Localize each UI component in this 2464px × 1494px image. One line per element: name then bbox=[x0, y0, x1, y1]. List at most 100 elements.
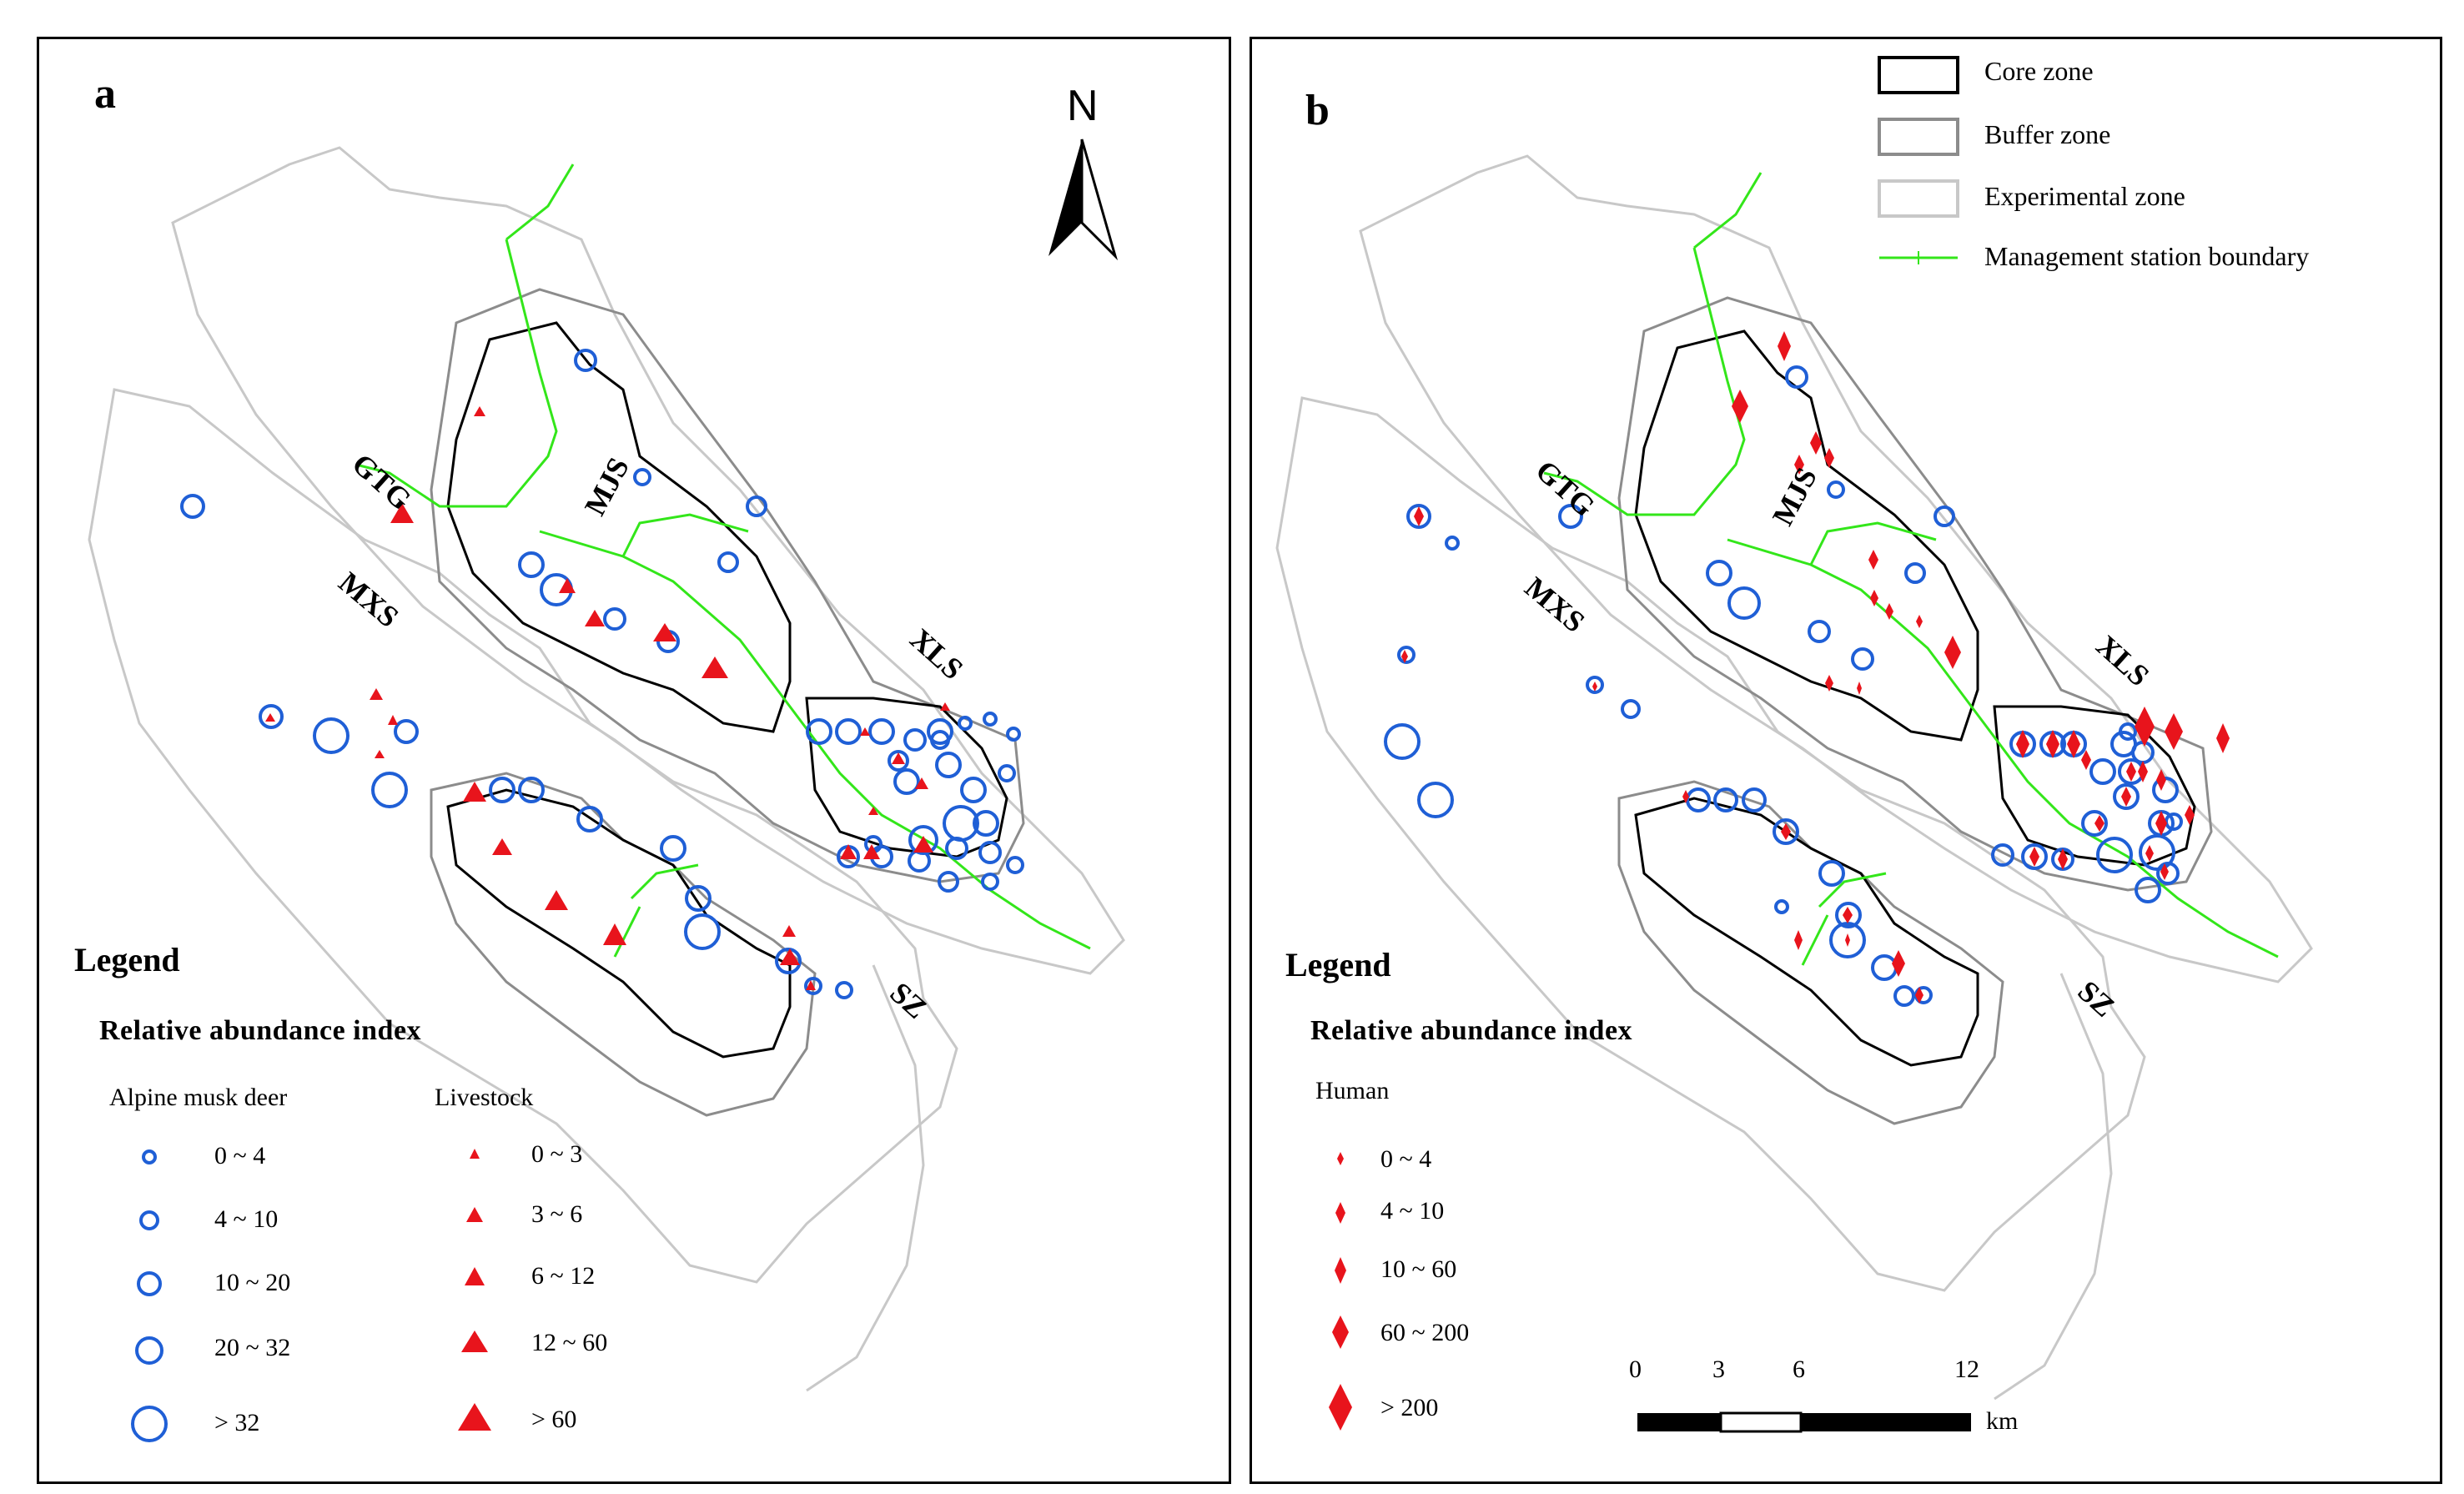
musk-deer-point bbox=[1742, 787, 1767, 812]
human-point bbox=[1944, 636, 1961, 669]
human-point bbox=[1870, 590, 1878, 606]
musk-deer-point bbox=[717, 551, 739, 573]
musk-deer-point bbox=[180, 494, 205, 519]
musk-deer-point bbox=[1384, 723, 1421, 760]
musk-deer-point bbox=[1713, 787, 1738, 812]
musk-deer-point bbox=[888, 750, 909, 772]
musk-deer-point bbox=[313, 717, 349, 754]
musk-deer-point bbox=[1818, 860, 1845, 887]
human-heading: Human bbox=[1315, 1077, 1390, 1104]
livestock-point bbox=[603, 923, 626, 945]
livestock-point bbox=[840, 844, 857, 859]
human-class: 4 ~ 10 bbox=[1380, 1197, 1445, 1225]
human-point bbox=[1794, 455, 1804, 475]
zone-legend-swatches bbox=[1878, 56, 1959, 264]
musk-deer-point bbox=[2156, 862, 2180, 885]
map-canvas-a bbox=[88, 138, 1125, 1442]
musk-deer-point bbox=[998, 764, 1016, 782]
experimental-zone-outline bbox=[88, 146, 1125, 1392]
musk-deer-class: 4 ~ 10 bbox=[214, 1205, 279, 1233]
musk-deer-point bbox=[868, 718, 895, 745]
musk-deer-point bbox=[775, 948, 802, 974]
musk-deer-point bbox=[574, 349, 597, 372]
musk-deer-class: 20 ~ 32 bbox=[214, 1334, 291, 1361]
livestock-legend-symbols bbox=[458, 1149, 491, 1431]
livestock-point bbox=[780, 948, 800, 965]
musk-deer-class: > 32 bbox=[214, 1409, 260, 1436]
human-point bbox=[2138, 761, 2148, 782]
musk-deer-point bbox=[835, 981, 853, 999]
musk-deer-point bbox=[1586, 676, 1604, 694]
musk-deer-point bbox=[973, 810, 999, 837]
human-point bbox=[1810, 431, 1822, 455]
human-class: > 200 bbox=[1380, 1394, 1439, 1421]
map-canvas-b bbox=[1275, 56, 2313, 1433]
human-point bbox=[1732, 390, 1748, 423]
musk-deer-point bbox=[1417, 782, 1454, 818]
musk-deer-point bbox=[2119, 722, 2137, 741]
livestock-point bbox=[492, 838, 512, 855]
musk-deer-point bbox=[1406, 504, 1431, 529]
panel-letter-b: b bbox=[1305, 87, 1330, 134]
musk-deer-point bbox=[685, 885, 712, 912]
musk-deer-point bbox=[1835, 902, 1862, 928]
musk-deer-point bbox=[893, 768, 920, 795]
buffer-zone-outline bbox=[430, 288, 1025, 1117]
musk-deer-point bbox=[1808, 620, 1831, 643]
musk-deer-point bbox=[981, 873, 999, 891]
musk-deer-point bbox=[1827, 480, 1845, 499]
human-point bbox=[1682, 790, 1689, 803]
musk-deer-point bbox=[633, 468, 651, 486]
musk-deer-point bbox=[935, 752, 962, 778]
musk-deer-point bbox=[518, 777, 545, 803]
musk-deer-point bbox=[903, 728, 927, 752]
human-point bbox=[1414, 506, 1424, 526]
map-panel-b: b Core zone Buffer zone Experimental zon… bbox=[1250, 37, 2442, 1484]
musk-deer-point bbox=[1445, 536, 1460, 551]
human-point bbox=[2145, 845, 2154, 862]
human-point bbox=[1825, 675, 1833, 692]
musk-deer-point bbox=[806, 718, 832, 745]
legend-subtitle-b: Relative abundance index bbox=[1310, 1015, 1633, 1046]
musk-deer-point bbox=[1893, 985, 1915, 1007]
human-point bbox=[2058, 848, 2068, 870]
livestock-point bbox=[653, 623, 676, 641]
map-panel-a: a N GTG MJS MXS XLS SZ Legend Relative a… bbox=[37, 37, 1231, 1484]
legend-title-a: Legend bbox=[74, 941, 180, 978]
livestock-class: 0 ~ 3 bbox=[531, 1140, 583, 1168]
musk-deer-point bbox=[1706, 560, 1732, 586]
human-markers bbox=[1401, 331, 2230, 1004]
musk-deer-point bbox=[603, 607, 626, 631]
musk-deer-point bbox=[518, 551, 545, 578]
musk-deer-heading: Alpine musk deer bbox=[109, 1084, 288, 1111]
human-point bbox=[1794, 930, 1803, 950]
musk-deer-point bbox=[2096, 837, 2133, 873]
musk-deer-point bbox=[1774, 899, 1789, 914]
livestock-point bbox=[375, 750, 385, 758]
panel-letter-a: a bbox=[94, 70, 116, 118]
livestock-class: > 60 bbox=[531, 1406, 577, 1433]
human-point bbox=[2135, 707, 2155, 747]
musk-deer-point bbox=[684, 913, 721, 950]
livestock-point bbox=[370, 688, 383, 700]
musk-deer-point bbox=[371, 772, 408, 808]
musk-deer-point bbox=[1904, 562, 1926, 584]
human-point bbox=[2016, 730, 2029, 758]
human-class: 10 ~ 60 bbox=[1380, 1255, 1457, 1283]
livestock-point bbox=[474, 406, 485, 416]
livestock-point bbox=[701, 656, 728, 678]
musk-deer-point bbox=[2113, 783, 2140, 810]
musk-deer-point bbox=[259, 704, 284, 729]
north-arrow-icon bbox=[1048, 138, 1119, 261]
human-point bbox=[2216, 723, 2230, 753]
human-point bbox=[2165, 713, 2183, 750]
buffer-zone-outline bbox=[1617, 296, 2213, 1125]
musk-deer-point bbox=[2021, 843, 2048, 870]
musk-deer-point bbox=[2089, 758, 2116, 785]
musk-deer-point bbox=[983, 712, 998, 727]
management-station-boundary bbox=[355, 163, 1091, 958]
scale-tick: 12 bbox=[1954, 1356, 1979, 1383]
musk-deer-point bbox=[1851, 647, 1874, 671]
livestock-class: 3 ~ 6 bbox=[531, 1200, 583, 1228]
musk-deer-point bbox=[960, 777, 987, 803]
